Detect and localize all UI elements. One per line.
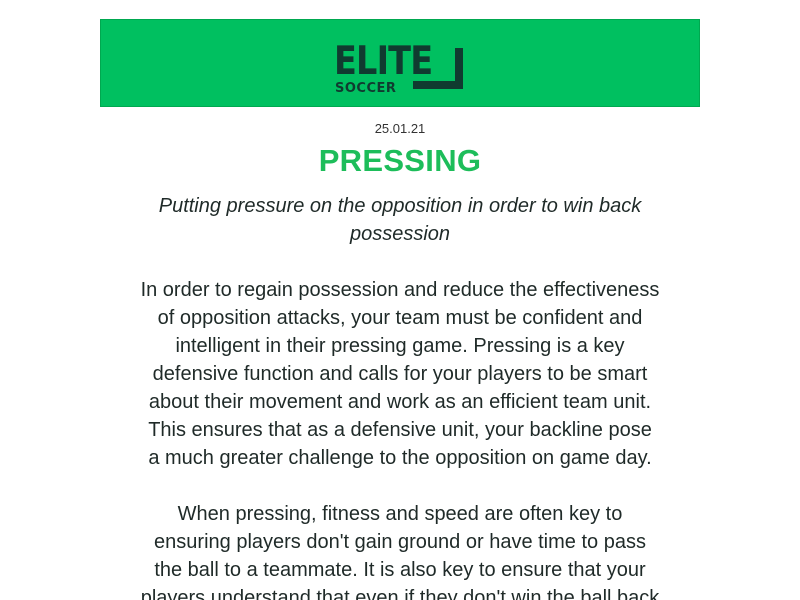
- elite-soccer-logo[interactable]: ELITE SOCCER: [334, 32, 468, 96]
- logo-wordmark-elite: ELITE: [334, 39, 433, 84]
- logo-bracket-vertical: [455, 48, 463, 89]
- article-subtitle: Putting pressure on the opposition in or…: [158, 195, 642, 245]
- article-paragraph-2: When pressing, fitness and speed are oft…: [140, 503, 660, 600]
- article-title: PRESSING: [318, 143, 482, 178]
- header-banner: ELITE SOCCER: [100, 19, 700, 107]
- logo-bracket-horizontal: [413, 81, 463, 89]
- article-date: 25.01.21: [374, 121, 426, 136]
- logo-wordmark-soccer: SOCCER: [335, 81, 397, 96]
- article-paragraph-1: In order to regain possession and reduce…: [140, 279, 660, 469]
- email-container: ELITE SOCCER 25.01.21 PRESSING Putting p…: [100, 19, 700, 600]
